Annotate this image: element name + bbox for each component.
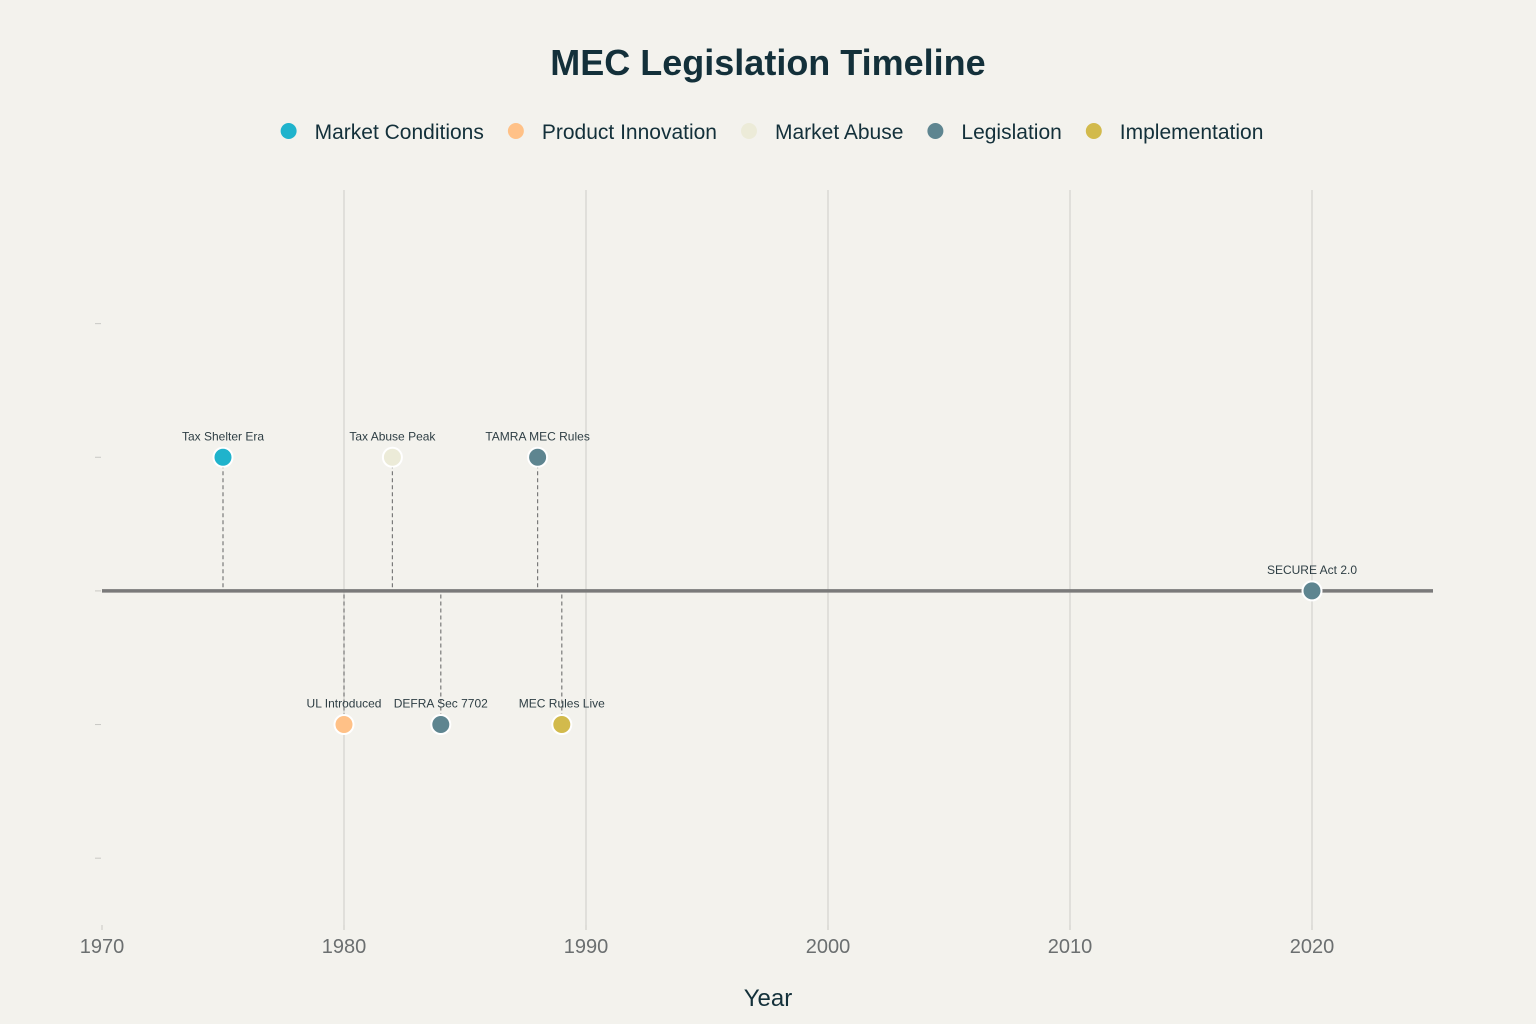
legend-item-market-conditions[interactable]: Market Conditions bbox=[280, 121, 484, 144]
legend-label: Market Abuse bbox=[775, 121, 903, 144]
event-marker[interactable] bbox=[430, 714, 452, 736]
x-axis-title: Year bbox=[744, 985, 793, 1012]
event-label: DEFRA Sec 7702 bbox=[394, 697, 488, 711]
event-label: MEC Rules Live bbox=[519, 697, 605, 711]
x-axis: 1970 1980 1990 2000 2010 2020 bbox=[80, 925, 1335, 958]
x-tick-label: 1980 bbox=[322, 936, 367, 958]
event-marker[interactable] bbox=[212, 446, 234, 468]
x-tick-label: 2010 bbox=[1048, 936, 1093, 958]
chart-title: MEC Legislation Timeline bbox=[550, 42, 985, 83]
event-tamra-mec-rules[interactable]: TAMRA MEC Rules bbox=[485, 429, 590, 591]
legend-label: Product Innovation bbox=[542, 121, 717, 144]
events-layer: Tax Shelter Era UL Introduced Tax Abuse Pe… bbox=[182, 429, 1357, 736]
x-tick-label: 2020 bbox=[1290, 936, 1335, 958]
x-tick-label: 1990 bbox=[564, 936, 609, 958]
event-label: TAMRA MEC Rules bbox=[485, 429, 589, 443]
legend-item-legislation[interactable]: Legislation bbox=[927, 121, 1062, 144]
legend-marker bbox=[507, 123, 524, 139]
legend-marker bbox=[1085, 123, 1102, 139]
x-tick-label: 1970 bbox=[80, 936, 125, 958]
event-marker[interactable] bbox=[1301, 580, 1323, 602]
grid bbox=[95, 190, 1313, 925]
event-defra-sec-7702[interactable]: DEFRA Sec 7702 bbox=[394, 590, 488, 736]
event-mec-rules-live[interactable]: MEC Rules Live bbox=[519, 590, 605, 736]
event-label: Tax Shelter Era bbox=[182, 429, 264, 443]
legend-label: Market Conditions bbox=[315, 121, 484, 144]
legend-marker bbox=[740, 123, 757, 139]
event-ul-introduced[interactable]: UL Introduced bbox=[307, 590, 382, 736]
event-label: UL Introduced bbox=[307, 697, 382, 711]
x-tick-label: 2000 bbox=[806, 936, 851, 958]
legend-marker bbox=[927, 123, 944, 139]
event-secure-act-2-0[interactable]: SECURE Act 2.0 bbox=[1267, 563, 1357, 602]
event-marker[interactable] bbox=[381, 446, 403, 468]
legend-label: Legislation bbox=[961, 121, 1061, 144]
legend-marker bbox=[280, 123, 297, 139]
event-label: Tax Abuse Peak bbox=[349, 429, 436, 443]
event-marker[interactable] bbox=[527, 446, 549, 468]
legend-item-market-abuse[interactable]: Market Abuse bbox=[740, 121, 903, 144]
event-marker[interactable] bbox=[551, 714, 573, 736]
legend: Market Conditions Product Innovation Marke… bbox=[280, 121, 1264, 144]
legend-item-product-innovation[interactable]: Product Innovation bbox=[507, 121, 717, 144]
event-marker[interactable] bbox=[333, 714, 355, 736]
legend-label: Implementation bbox=[1120, 121, 1264, 144]
event-label: SECURE Act 2.0 bbox=[1267, 563, 1357, 577]
legend-item-implementation[interactable]: Implementation bbox=[1085, 121, 1264, 144]
event-tax-abuse-peak[interactable]: Tax Abuse Peak bbox=[349, 429, 436, 591]
event-tax-shelter-era[interactable]: Tax Shelter Era bbox=[182, 429, 264, 591]
